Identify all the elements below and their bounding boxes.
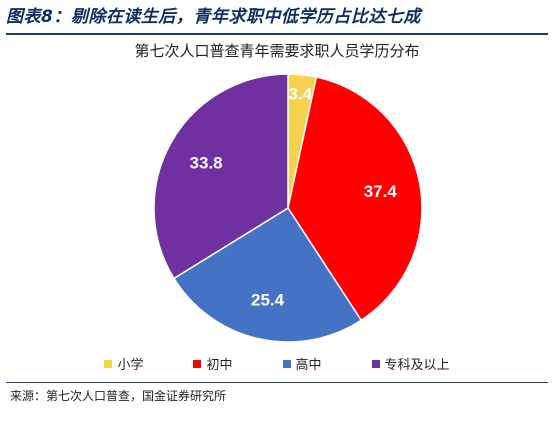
legend-swatch-primary	[104, 359, 113, 368]
legend-label-high: 高中	[295, 358, 322, 373]
legend-label-primary: 小学	[117, 358, 144, 373]
pie-label-middle: 37.4	[364, 182, 398, 201]
source-note: 来源：第七次人口普查，国金证券研究所	[10, 389, 227, 403]
top-divider	[6, 33, 548, 35]
legend-swatch-middle	[193, 359, 202, 368]
pie-label-primary: 3.4	[288, 84, 312, 103]
pie-slice-middle	[287, 76, 423, 322]
pie-slice-college	[153, 73, 289, 280]
bottom-divider	[6, 382, 548, 383]
pie-slice-high	[172, 206, 363, 343]
legend-label-middle: 初中	[206, 358, 233, 373]
legend-swatch-college	[371, 359, 380, 368]
figure-title: 图表8：剔除在读生后，青年求职中低学历占比达七成	[6, 7, 421, 27]
chart-legend: 小学 初中 高中 专科及以上	[0, 354, 554, 373]
chart-title: 第七次人口普查青年需要求职人员学历分布	[134, 42, 420, 60]
legend-label-college: 专科及以上	[384, 358, 450, 373]
legend-swatch-high	[282, 359, 291, 368]
legend-item-high: 高中	[282, 354, 322, 373]
legend-item-primary: 小学	[104, 354, 143, 373]
legend-item-college: 专科及以上	[371, 354, 450, 373]
pie-label-high: 25.4	[251, 291, 285, 310]
legend-item-middle: 初中	[193, 354, 233, 373]
pie-label-college: 33.8	[190, 153, 223, 172]
